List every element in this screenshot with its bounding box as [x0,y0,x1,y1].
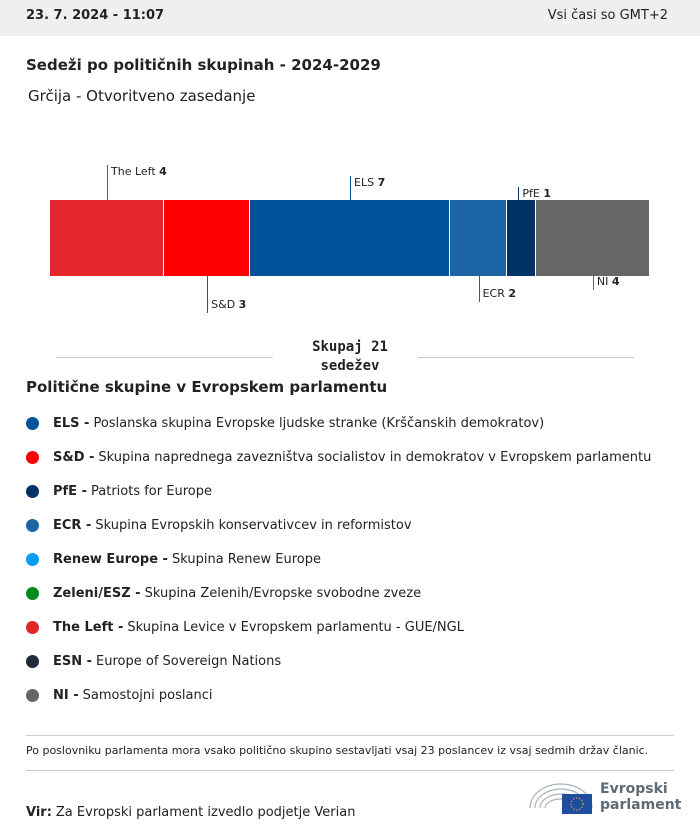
data-label: ELS 7 [354,176,386,189]
source: Vir: Za Evropski parlament izvedlo podjet… [26,805,355,820]
legend-item: The Left - Skupina Levice v Evropskem par… [26,610,651,644]
color-dot-icon [26,654,39,668]
legend-name: Poslanska skupina Evropske ljudske stran… [93,415,545,431]
legend-abbr: NI - [53,687,79,703]
legend-name: Skupina Zelenih/Evropske svobodne zveze [144,585,422,601]
total-unit: sedežev [320,358,380,374]
page-subtitle: Grčija - Otvoritveno zasedanje [28,87,256,105]
total-seats: Skupaj 21 sedežev [0,338,700,376]
legend-item: PfE - Patriots for Europe [26,474,651,508]
legend: ELS - Poslanska skupina Evropske ljudske … [26,406,651,712]
divider [26,770,674,771]
legend-item: NI - Samostojni poslanci [26,678,651,712]
bar-segment-ecr [450,200,508,276]
color-dot-icon [26,450,39,464]
datetime: 23. 7. 2024 - 11:07 [26,8,165,23]
data-label: The Left 4 [111,165,167,178]
legend-abbr: Renew Europe - [53,551,168,567]
color-dot-icon [26,688,39,702]
ep-logo: Evropski parlament [528,780,681,814]
source-label: Vir: [26,805,52,820]
label-leader-line [350,176,351,200]
divider [26,735,674,736]
color-dot-icon [26,586,39,600]
label-leader-line [478,276,480,302]
legend-item: Zeleni/ESZ - Skupina Zelenih/Evropske svo… [26,576,651,610]
data-label: S&D 3 [211,298,247,311]
timezone-note: Vsi časi so GMT+2 [547,8,668,23]
legend-item: ELS - Poslanska skupina Evropske ljudske … [26,406,651,440]
bar-segment-pfe [507,200,536,276]
page-title: Sedeži po političnih skupinah - 2024-202… [26,56,381,74]
label-leader-line [518,187,520,200]
label-leader-line [207,276,209,313]
bar-segment-ni [535,200,650,276]
footnote: Po poslovniku parlamenta mora vsako poli… [26,744,649,757]
legend-name: Skupina Levice v Evropskem parlamentu - … [127,619,464,635]
legend-name: Patriots for Europe [91,483,212,499]
legend-item: Renew Europe - Skupina Renew Europe [26,542,651,576]
legend-name: Europe of Sovereign Nations [96,653,282,669]
legend-title: Politične skupine v Evropskem parlamentu [26,378,388,396]
color-dot-icon [26,620,39,634]
logo-line1: Evropski [600,781,668,797]
parliament-hemicycle-icon [529,783,593,814]
color-dot-icon [26,416,39,430]
legend-name: Samostojni poslanci [82,687,213,703]
legend-name: Skupina Renew Europe [171,551,321,567]
bar-segment-theleft [50,200,165,276]
logo-line2: parlament [600,797,682,813]
color-dot-icon [26,484,39,498]
legend-item: ESN - Europe of Sovereign Nations [26,644,651,678]
bar-segment-sd [164,200,250,276]
top-bar: 23. 7. 2024 - 11:07 Vsi časi so GMT+2 [0,0,700,36]
legend-name: Skupina naprednega zavezništva socialist… [98,449,652,465]
divider-left [56,357,273,358]
source-text: Za Evropski parlament izvedlo podjetje V… [55,805,356,820]
data-label: PfE 1 [522,187,552,200]
color-dot-icon [26,552,39,566]
legend-abbr: The Left - [53,619,124,635]
legend-abbr: PfE - [53,483,87,499]
data-label: NI 4 [596,275,620,288]
legend-item: ECR - Skupina Evropskih konservativcev in… [26,508,651,542]
legend-name: Skupina Evropskih konservativcev in refo… [95,517,412,533]
legend-abbr: ECR - [53,517,92,533]
legend-item: S&D - Skupina naprednega zavezništva soci… [26,440,651,474]
label-leader-line [107,165,108,200]
legend-abbr: ELS - [53,415,90,431]
total-label: Skupaj 21 [312,339,388,355]
legend-abbr: Zeleni/ESZ - [53,585,141,601]
legend-abbr: S&D - [53,449,95,465]
seat-chart: The Left 4 S&D 3 ELS 7 ECR 2 PfE 1 NI 4 [0,150,700,330]
divider-right [418,357,634,358]
label-leader-line [592,276,594,290]
legend-abbr: ESN - [53,653,93,669]
data-label: ECR 2 [482,287,516,300]
bar-segment-els [250,200,450,276]
color-dot-icon [26,518,39,532]
